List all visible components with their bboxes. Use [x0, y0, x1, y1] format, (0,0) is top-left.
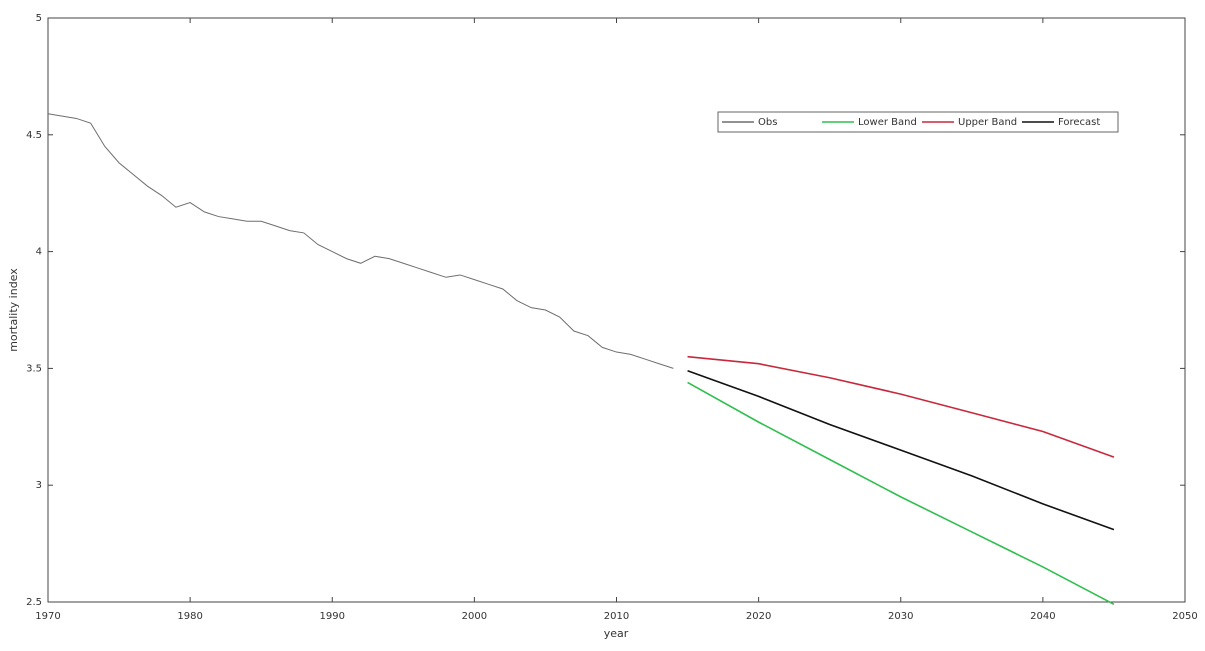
x-tick-label: 2010	[604, 611, 629, 622]
plot-frame	[47, 17, 1186, 603]
x-axis-label: year	[604, 627, 629, 640]
x-tick-label: 2000	[462, 611, 487, 622]
y-tick-label: 5	[36, 13, 42, 24]
y-axis-label: mortality index	[7, 268, 20, 352]
x-tick-label: 2030	[888, 611, 913, 622]
legend-label: Forecast	[1058, 117, 1100, 128]
y-tick-label: 4	[36, 247, 42, 258]
x-tick-label: 2020	[746, 611, 771, 622]
x-tick-label: 2050	[1172, 611, 1197, 622]
x-tick-label: 2040	[1030, 611, 1055, 622]
y-tick-label: 3	[36, 480, 42, 491]
series-line	[687, 369, 1115, 531]
x-tick-label: 1990	[320, 611, 345, 622]
legend-box	[717, 111, 1119, 133]
series-line	[687, 355, 1115, 458]
legend-label: Upper Band	[958, 117, 1017, 128]
y-tick-label: 3.5	[26, 363, 42, 374]
legend-label: Obs	[758, 117, 777, 128]
series-line	[47, 113, 674, 369]
x-tick-label: 1970	[35, 611, 60, 622]
y-tick-label: 2.5	[26, 597, 42, 608]
x-tick-label: 1980	[177, 611, 202, 622]
series-line	[687, 381, 1115, 606]
legend-label: Lower Band	[858, 117, 917, 128]
y-tick-label: 4.5	[26, 130, 42, 141]
